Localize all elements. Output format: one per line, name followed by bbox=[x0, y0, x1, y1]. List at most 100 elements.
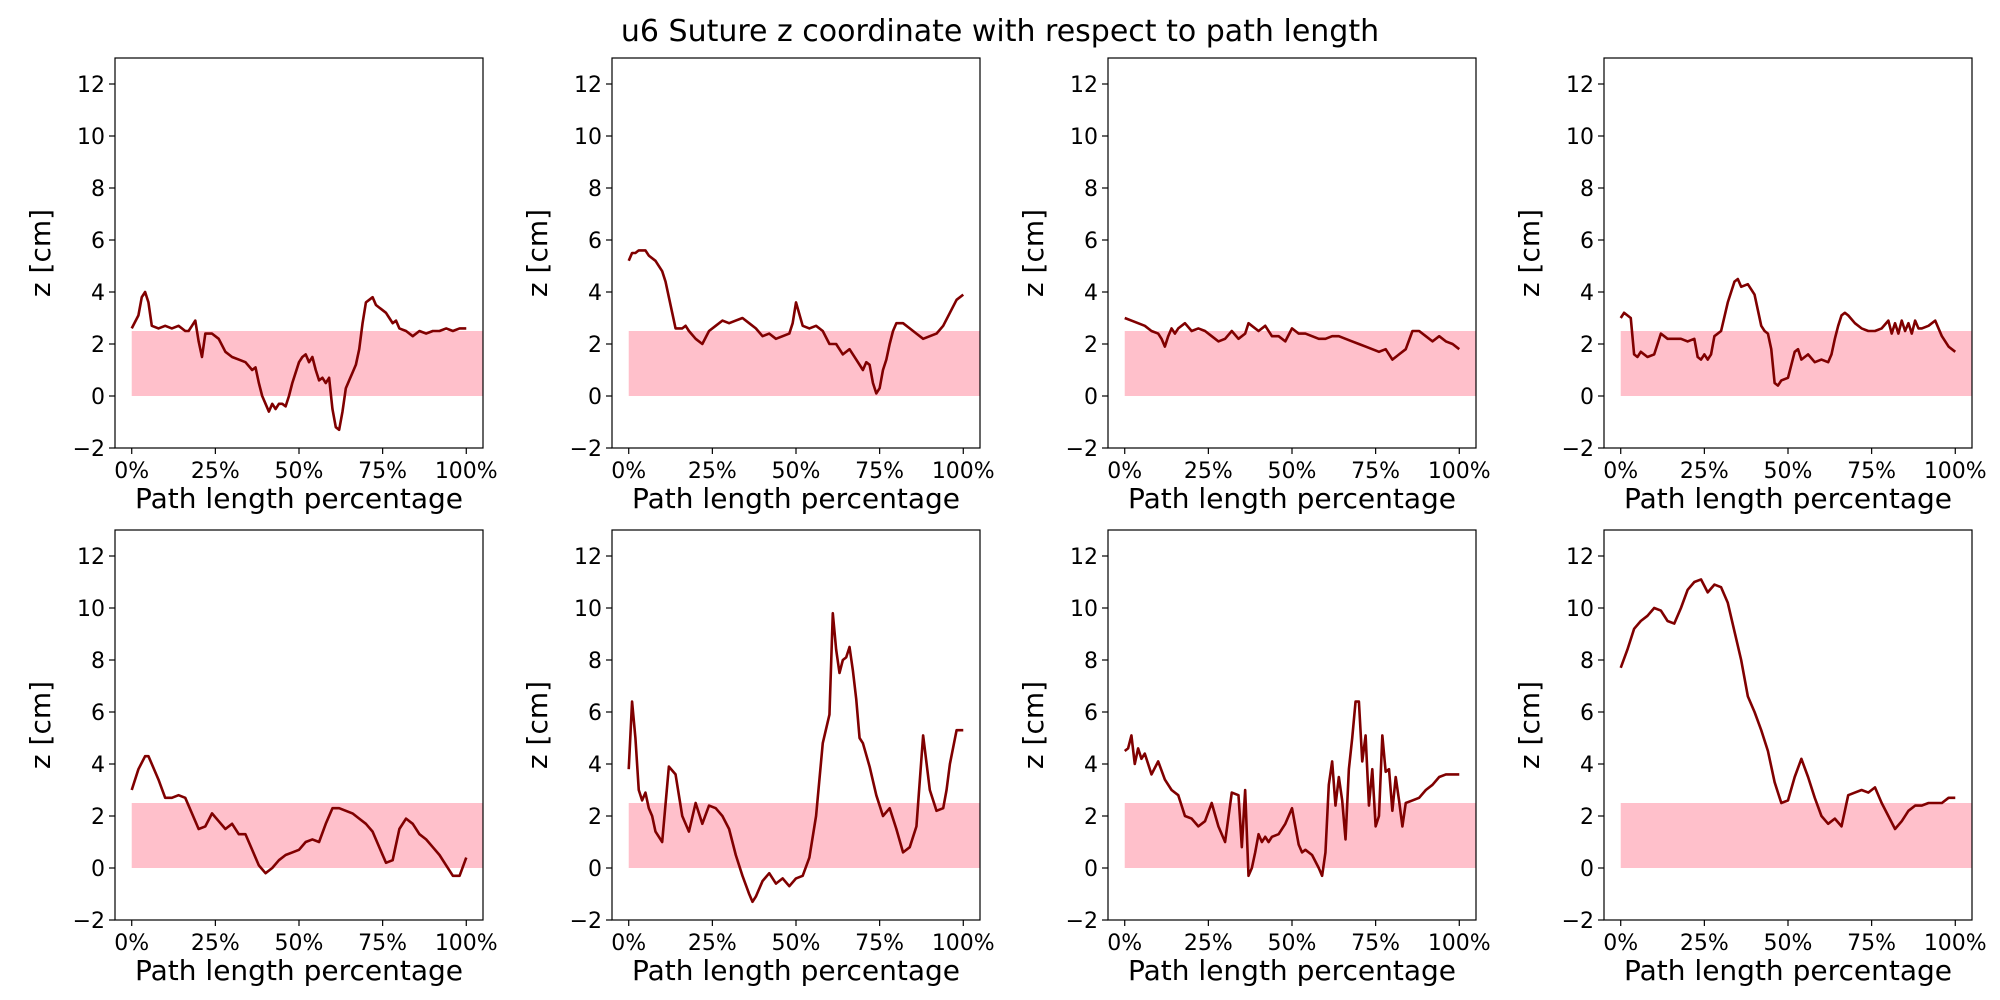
y-tick-label: −2 bbox=[1066, 437, 1098, 462]
x-tick-label: 25% bbox=[191, 459, 240, 484]
y-tick-label: 6 bbox=[91, 701, 105, 726]
series-line bbox=[627, 249, 965, 395]
subplot-1: −2 0 2 4 6 8 10 12 0% 25% 50% 75% 100%Path length pe… bbox=[24, 57, 498, 515]
y-tick-label: 4 bbox=[1580, 753, 1594, 778]
y-tick-label: 10 bbox=[574, 597, 602, 622]
series-line bbox=[1619, 277, 1957, 387]
y-tick-label: 12 bbox=[1070, 545, 1098, 570]
y-tick-label: 2 bbox=[91, 805, 105, 830]
y-tick-label: 12 bbox=[574, 545, 602, 570]
x-tick-label: 50% bbox=[1268, 931, 1317, 956]
y-axis-label: z [cm] bbox=[1017, 681, 1050, 769]
x-tick-label: 75% bbox=[1351, 931, 1400, 956]
y-axis-label: z [cm] bbox=[1017, 209, 1050, 297]
x-axis-label: Path length percentage bbox=[1128, 954, 1456, 987]
y-tick-label: 10 bbox=[1566, 125, 1594, 150]
y-tick-label: 0 bbox=[1580, 857, 1594, 882]
x-tick-label: 25% bbox=[688, 931, 737, 956]
reference-band bbox=[131, 331, 483, 396]
y-tick-label: 8 bbox=[588, 177, 602, 202]
y-axis-label: z [cm] bbox=[521, 681, 554, 769]
y-tick-label: 6 bbox=[1580, 229, 1594, 254]
x-axis-label: Path length percentage bbox=[632, 482, 960, 515]
series-line bbox=[1124, 316, 1461, 361]
reference-band bbox=[1620, 331, 1972, 396]
y-tick-label: 2 bbox=[588, 805, 602, 830]
x-tick-label: 50% bbox=[1764, 931, 1813, 956]
y-tick-label: 8 bbox=[1580, 649, 1594, 674]
subplot-4: −2 0 2 4 6 8 10 12 0% 25% 50% 75% 100%Path length pe… bbox=[1513, 57, 1987, 515]
y-tick-label: 12 bbox=[1566, 73, 1594, 98]
y-tick-label: 2 bbox=[1084, 805, 1098, 830]
y-tick-label: −2 bbox=[73, 437, 105, 462]
y-tick-label: 2 bbox=[1580, 805, 1594, 830]
x-tick-label: 0% bbox=[114, 459, 149, 484]
y-tick-label: 6 bbox=[1084, 701, 1098, 726]
reference-band bbox=[131, 803, 483, 868]
y-tick-label: −2 bbox=[1562, 437, 1594, 462]
subplot-3: −2 0 2 4 6 8 10 12 0% 25% 50% 75% 100%Path length pe… bbox=[1017, 57, 1491, 515]
x-tick-label: 50% bbox=[275, 459, 324, 484]
subplot-5: −2 0 2 4 6 8 10 12 0% 25% 50% 75% 100%Path length pe… bbox=[24, 529, 498, 987]
y-tick-label: 8 bbox=[91, 177, 105, 202]
y-tick-label: 8 bbox=[588, 649, 602, 674]
y-tick-label: 10 bbox=[1070, 125, 1098, 150]
x-tick-label: 0% bbox=[1107, 931, 1142, 956]
y-axis-label: z [cm] bbox=[521, 209, 554, 297]
reference-band bbox=[628, 803, 980, 868]
x-axis-label: Path length percentage bbox=[135, 954, 463, 987]
y-axis-label: z [cm] bbox=[1513, 209, 1546, 297]
x-tick-label: 75% bbox=[1847, 931, 1896, 956]
y-tick-label: 10 bbox=[77, 125, 105, 150]
x-tick-label: 25% bbox=[191, 931, 240, 956]
y-tick-label: 0 bbox=[91, 857, 105, 882]
y-tick-label: 4 bbox=[588, 753, 602, 778]
x-axis-label: Path length percentage bbox=[1128, 482, 1456, 515]
y-tick-label: 8 bbox=[1580, 177, 1594, 202]
y-tick-label: 12 bbox=[574, 73, 602, 98]
y-tick-label: −2 bbox=[570, 909, 602, 934]
series-line bbox=[1123, 700, 1460, 878]
y-tick-label: 8 bbox=[1084, 177, 1098, 202]
y-tick-label: 8 bbox=[91, 649, 105, 674]
x-tick-label: 100% bbox=[1924, 459, 1987, 484]
y-tick-label: 10 bbox=[1566, 597, 1594, 622]
y-axis-label: z [cm] bbox=[24, 681, 57, 769]
x-tick-label: 75% bbox=[1847, 459, 1896, 484]
x-tick-label: 100% bbox=[932, 459, 995, 484]
y-tick-label: 0 bbox=[588, 857, 602, 882]
x-tick-label: 100% bbox=[1428, 931, 1491, 956]
x-axis-label: Path length percentage bbox=[1624, 954, 1952, 987]
x-tick-label: 100% bbox=[1924, 931, 1987, 956]
x-tick-label: 0% bbox=[114, 931, 149, 956]
x-tick-label: 0% bbox=[1603, 931, 1638, 956]
y-tick-label: 2 bbox=[588, 333, 602, 358]
y-tick-label: −2 bbox=[73, 909, 105, 934]
y-tick-label: 6 bbox=[588, 701, 602, 726]
y-tick-label: 4 bbox=[1084, 753, 1098, 778]
x-axis-label: Path length percentage bbox=[1624, 482, 1952, 515]
x-axis-label: Path length percentage bbox=[632, 954, 960, 987]
x-tick-label: 50% bbox=[772, 459, 821, 484]
x-tick-label: 50% bbox=[1268, 459, 1317, 484]
x-tick-label: 100% bbox=[1428, 459, 1491, 484]
reference-band bbox=[1620, 803, 1972, 868]
subplot-7: −2 0 2 4 6 8 10 12 0% 25% 50% 75% 100%Path length pe… bbox=[1017, 529, 1491, 987]
x-tick-label: 75% bbox=[358, 459, 407, 484]
x-tick-label: 75% bbox=[358, 931, 407, 956]
y-tick-label: 2 bbox=[1084, 333, 1098, 358]
series-line bbox=[1619, 578, 1956, 831]
x-tick-label: 25% bbox=[1184, 459, 1233, 484]
y-tick-label: −2 bbox=[1562, 909, 1594, 934]
y-tick-label: 0 bbox=[588, 385, 602, 410]
reference-band bbox=[1124, 331, 1476, 396]
x-tick-label: 50% bbox=[1764, 459, 1813, 484]
figure-title: u6 Suture z coordinate with respect to p… bbox=[621, 14, 1379, 49]
reference-band bbox=[628, 331, 980, 396]
x-tick-label: 75% bbox=[855, 931, 904, 956]
y-tick-label: 4 bbox=[588, 281, 602, 306]
y-tick-label: 10 bbox=[1070, 597, 1098, 622]
series-line bbox=[130, 290, 467, 432]
y-tick-label: 4 bbox=[91, 753, 105, 778]
